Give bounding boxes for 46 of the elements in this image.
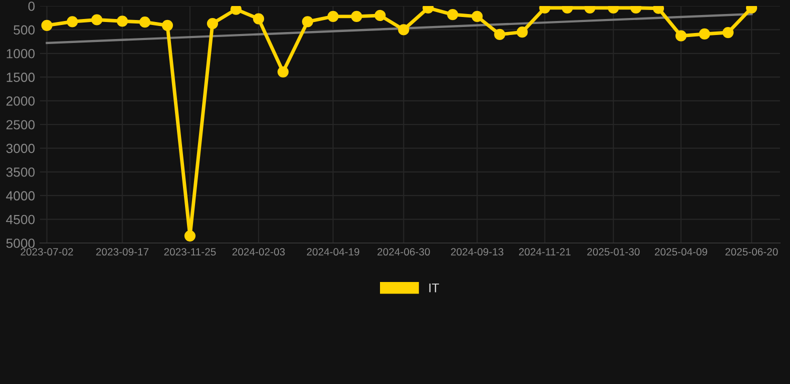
- point: [206, 18, 218, 30]
- x-tick-label: 2024-11-21: [519, 248, 571, 256]
- x-tick-label: 2023-07-02: [20, 248, 73, 256]
- point: [494, 28, 506, 40]
- y-tick-label: 1000: [6, 48, 35, 58]
- x-tick-label: 2024-04-19: [306, 248, 360, 256]
- y-tick-label: 2000: [6, 96, 35, 106]
- x-tick-label: 2023-09-17: [96, 248, 148, 256]
- point: [116, 16, 128, 27]
- y-tick-label: 1500: [6, 72, 35, 82]
- y-tick-label: 5000: [6, 238, 35, 248]
- point: [698, 28, 710, 40]
- point: [230, 6, 242, 15]
- x-tick-label: 2025-06-20: [725, 248, 778, 256]
- point: [351, 10, 362, 22]
- point: [253, 13, 264, 24]
- point: [447, 8, 458, 20]
- point: [675, 30, 687, 42]
- x-tick-label: 2025-01-30: [587, 248, 640, 256]
- point: [41, 20, 52, 31]
- point: [374, 10, 386, 22]
- y-tick-label: 4000: [6, 191, 35, 201]
- legend-label: IT: [429, 284, 440, 292]
- point: [184, 230, 196, 242]
- point: [398, 24, 410, 36]
- y-tick-label: 0: [28, 2, 35, 11]
- y-tick-label: 2500: [6, 120, 35, 130]
- point: [302, 16, 314, 28]
- point: [722, 26, 734, 38]
- point: [516, 26, 528, 38]
- point: [328, 10, 339, 22]
- point: [66, 16, 78, 28]
- point: [278, 66, 289, 78]
- point: [139, 16, 150, 28]
- x-tick-label: 2024-06-30: [378, 248, 430, 256]
- y-tick-label: 3500: [6, 167, 35, 177]
- y-tick-label: 3000: [6, 144, 35, 154]
- x-tick-label: 2025-04-09: [654, 248, 708, 256]
- point: [91, 14, 102, 26]
- x-tick-label: 2023-11-25: [164, 248, 216, 256]
- x-tick-label: 2024-09-13: [451, 248, 504, 256]
- y-tick-label: 500: [14, 25, 35, 35]
- y-tick-label: 4500: [6, 214, 35, 224]
- point: [472, 10, 483, 22]
- x-tick-label: 2024-02-03: [232, 248, 285, 256]
- point: [162, 20, 173, 31]
